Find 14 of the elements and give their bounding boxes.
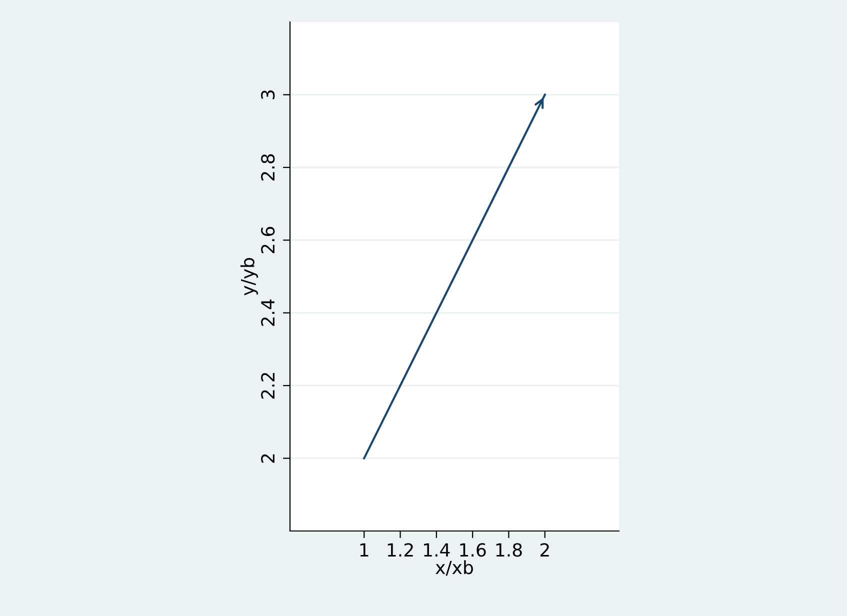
x-axis-title: x/xb bbox=[436, 560, 473, 576]
y-axis-title: y/yb bbox=[240, 258, 258, 296]
y-tick-label: 2.8 bbox=[261, 154, 275, 180]
y-tick-label: 2 bbox=[261, 454, 274, 463]
y-tick-label: 2.6 bbox=[261, 226, 275, 254]
x-tick-label: 1.4 bbox=[424, 543, 450, 557]
x-tick-label: 1.6 bbox=[460, 543, 486, 557]
x-tick-label: 2 bbox=[540, 543, 549, 557]
y-tick-label: 2.2 bbox=[261, 373, 274, 399]
x-tick-label: 1.8 bbox=[496, 543, 522, 557]
x-tick-label: 1 bbox=[360, 543, 368, 557]
y-tick-label: 3 bbox=[261, 90, 275, 100]
x-tick-label: 1.2 bbox=[388, 543, 413, 557]
y-tick-label: 2.4 bbox=[261, 300, 274, 326]
